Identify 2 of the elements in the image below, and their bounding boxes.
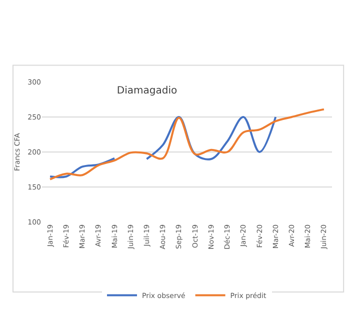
line-series [49,108,325,180]
chart-title: Diamagadio [116,86,178,97]
